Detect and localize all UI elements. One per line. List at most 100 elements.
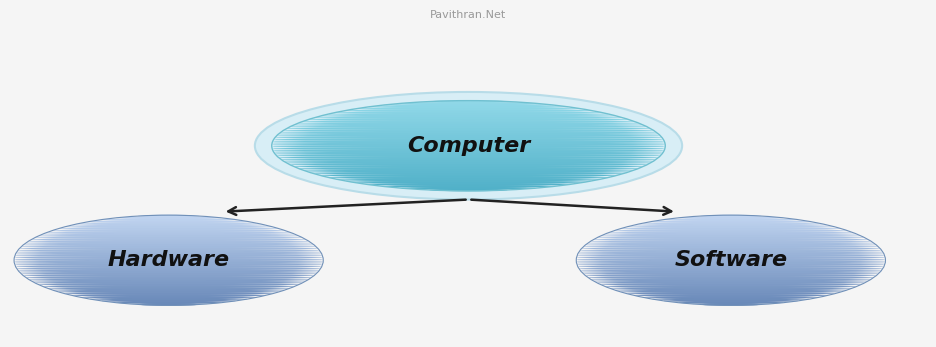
Ellipse shape	[25, 242, 312, 244]
Ellipse shape	[276, 135, 660, 137]
Ellipse shape	[345, 180, 591, 182]
Ellipse shape	[31, 238, 306, 241]
Ellipse shape	[642, 222, 818, 225]
Ellipse shape	[368, 183, 568, 186]
Ellipse shape	[596, 236, 864, 239]
Ellipse shape	[579, 269, 881, 271]
Ellipse shape	[276, 154, 660, 157]
Ellipse shape	[314, 117, 622, 119]
Ellipse shape	[31, 280, 306, 282]
Ellipse shape	[328, 176, 608, 179]
Ellipse shape	[699, 215, 761, 217]
Ellipse shape	[298, 167, 638, 170]
Ellipse shape	[284, 129, 652, 132]
Ellipse shape	[356, 181, 580, 184]
Ellipse shape	[20, 271, 317, 273]
Ellipse shape	[18, 269, 319, 271]
Ellipse shape	[278, 156, 658, 159]
Ellipse shape	[578, 251, 882, 253]
Ellipse shape	[271, 145, 665, 148]
Ellipse shape	[576, 262, 885, 264]
Ellipse shape	[28, 278, 309, 281]
Ellipse shape	[605, 285, 856, 288]
Ellipse shape	[298, 122, 638, 125]
Ellipse shape	[592, 280, 868, 282]
Ellipse shape	[429, 189, 507, 191]
Ellipse shape	[600, 235, 860, 237]
Ellipse shape	[72, 294, 265, 297]
Ellipse shape	[65, 292, 272, 295]
Ellipse shape	[101, 299, 236, 302]
Ellipse shape	[583, 272, 877, 275]
Ellipse shape	[16, 253, 321, 255]
Ellipse shape	[43, 285, 294, 288]
Ellipse shape	[356, 108, 580, 110]
Ellipse shape	[678, 217, 782, 219]
Ellipse shape	[308, 171, 628, 173]
Ellipse shape	[116, 217, 221, 219]
Ellipse shape	[14, 256, 323, 259]
Ellipse shape	[22, 245, 315, 248]
Ellipse shape	[620, 290, 841, 293]
Ellipse shape	[28, 240, 309, 243]
Ellipse shape	[320, 115, 616, 117]
Ellipse shape	[585, 244, 875, 246]
Ellipse shape	[614, 229, 846, 232]
Ellipse shape	[626, 226, 834, 228]
Ellipse shape	[626, 292, 834, 295]
Ellipse shape	[58, 227, 279, 230]
Ellipse shape	[328, 113, 608, 116]
Ellipse shape	[90, 220, 247, 223]
Ellipse shape	[401, 102, 535, 105]
Ellipse shape	[590, 278, 870, 281]
Ellipse shape	[52, 289, 285, 291]
Text: Computer: Computer	[406, 136, 530, 156]
Ellipse shape	[614, 289, 846, 291]
Ellipse shape	[272, 149, 664, 152]
Ellipse shape	[596, 281, 864, 284]
Ellipse shape	[576, 260, 885, 262]
Ellipse shape	[336, 111, 600, 114]
Ellipse shape	[38, 283, 299, 286]
Ellipse shape	[368, 105, 568, 108]
Ellipse shape	[642, 296, 818, 298]
Text: Hardware: Hardware	[108, 250, 229, 270]
Ellipse shape	[48, 287, 289, 289]
Ellipse shape	[255, 92, 681, 200]
Ellipse shape	[284, 160, 652, 162]
Ellipse shape	[578, 265, 883, 268]
Ellipse shape	[345, 109, 591, 112]
Ellipse shape	[58, 290, 279, 293]
Text: Software: Software	[674, 250, 786, 270]
Ellipse shape	[43, 233, 294, 236]
Ellipse shape	[23, 244, 314, 246]
Ellipse shape	[592, 238, 868, 241]
Ellipse shape	[35, 281, 302, 284]
Ellipse shape	[587, 276, 873, 279]
Ellipse shape	[294, 165, 642, 168]
Ellipse shape	[23, 274, 314, 277]
Ellipse shape	[101, 218, 236, 221]
Ellipse shape	[273, 138, 663, 141]
Ellipse shape	[620, 227, 841, 230]
Ellipse shape	[577, 254, 884, 257]
Ellipse shape	[271, 142, 665, 144]
Ellipse shape	[289, 163, 647, 166]
Ellipse shape	[281, 158, 655, 161]
Ellipse shape	[15, 254, 322, 257]
Ellipse shape	[17, 267, 320, 270]
Ellipse shape	[651, 220, 809, 223]
Ellipse shape	[302, 169, 634, 171]
Ellipse shape	[581, 271, 879, 273]
Ellipse shape	[72, 224, 265, 227]
Ellipse shape	[587, 242, 873, 244]
Ellipse shape	[600, 283, 860, 286]
Ellipse shape	[14, 258, 323, 261]
Ellipse shape	[605, 233, 856, 236]
Text: Pavithran.Net: Pavithran.Net	[430, 10, 506, 20]
Ellipse shape	[80, 296, 256, 298]
Ellipse shape	[634, 224, 826, 227]
Ellipse shape	[274, 136, 662, 139]
Ellipse shape	[308, 118, 628, 121]
Ellipse shape	[17, 251, 320, 253]
